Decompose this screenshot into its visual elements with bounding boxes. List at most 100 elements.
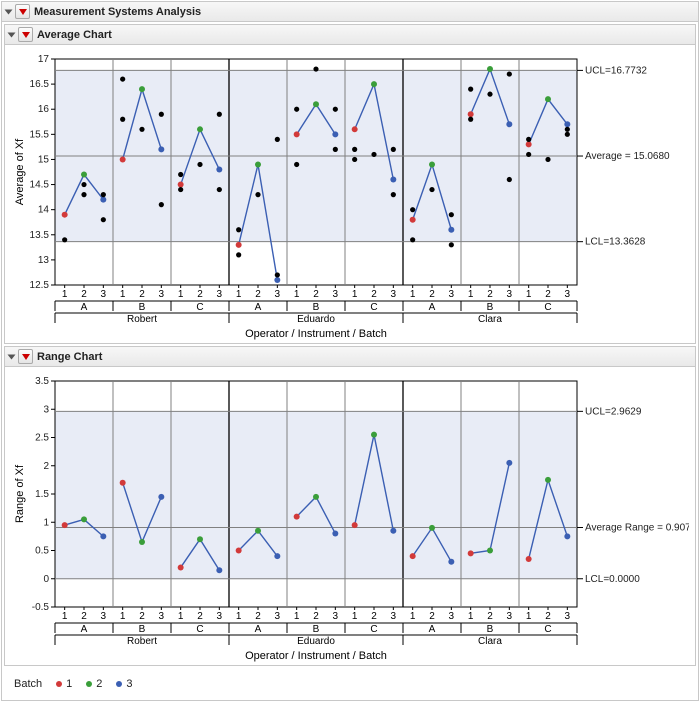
svg-text:1: 1 xyxy=(62,289,68,300)
legend-label: Batch xyxy=(14,678,42,690)
svg-text:3: 3 xyxy=(159,289,165,300)
svg-text:3: 3 xyxy=(101,611,107,622)
svg-text:3: 3 xyxy=(391,611,397,622)
svg-text:Average Range = 0.9070: Average Range = 0.9070 xyxy=(585,523,689,534)
msa-panel: Measurement Systems Analysis Average Cha… xyxy=(1,1,699,701)
svg-text:2: 2 xyxy=(139,289,145,300)
svg-text:C: C xyxy=(370,302,377,313)
svg-text:3: 3 xyxy=(275,611,281,622)
svg-text:Average = 15.0680: Average = 15.0680 xyxy=(585,151,670,162)
svg-text:B: B xyxy=(139,302,146,313)
svg-text:LCL=13.3628: LCL=13.3628 xyxy=(585,237,646,248)
legend-item: 2 xyxy=(86,678,102,690)
svg-text:2: 2 xyxy=(255,289,261,300)
legend-item: 3 xyxy=(116,678,132,690)
menu-icon[interactable] xyxy=(18,349,33,364)
svg-text:3: 3 xyxy=(333,611,339,622)
svg-text:Operator / Instrument / Batch: Operator / Instrument / Batch xyxy=(245,328,387,340)
svg-text:2: 2 xyxy=(429,611,435,622)
menu-icon[interactable] xyxy=(15,4,30,19)
svg-text:B: B xyxy=(313,624,320,635)
svg-text:2: 2 xyxy=(487,289,493,300)
svg-text:2: 2 xyxy=(197,611,203,622)
svg-text:1: 1 xyxy=(43,517,49,528)
svg-text:Robert: Robert xyxy=(127,636,157,647)
svg-text:Eduardo: Eduardo xyxy=(297,636,335,647)
svg-text:2: 2 xyxy=(81,289,87,300)
legend: Batch 1 2 3 xyxy=(2,668,698,700)
svg-text:2: 2 xyxy=(139,611,145,622)
svg-text:3: 3 xyxy=(101,289,107,300)
svg-text:1: 1 xyxy=(468,289,474,300)
svg-text:3: 3 xyxy=(507,289,513,300)
svg-text:13.5: 13.5 xyxy=(30,230,50,241)
svg-text:1: 1 xyxy=(352,289,358,300)
svg-text:Range of Xf: Range of Xf xyxy=(14,464,26,523)
svg-text:A: A xyxy=(429,302,436,313)
svg-text:2: 2 xyxy=(429,289,435,300)
svg-text:Eduardo: Eduardo xyxy=(297,314,335,325)
disclosure-icon xyxy=(8,32,16,37)
svg-text:3: 3 xyxy=(565,611,571,622)
range-chart-header[interactable]: Range Chart xyxy=(5,347,695,367)
svg-text:1: 1 xyxy=(526,611,532,622)
svg-text:14.5: 14.5 xyxy=(30,180,50,191)
svg-text:C: C xyxy=(544,302,551,313)
svg-text:3: 3 xyxy=(565,289,571,300)
svg-text:C: C xyxy=(196,624,203,635)
average-chart-panel: Average Chart 12.51313.51414.51515.51616… xyxy=(4,24,696,344)
svg-text:2: 2 xyxy=(255,611,261,622)
svg-text:LCL=0.0000: LCL=0.0000 xyxy=(585,574,640,585)
disclosure-icon xyxy=(5,9,13,14)
range-chart-panel: Range Chart -0.500.511.522.533.5Range of… xyxy=(4,346,696,666)
svg-text:1: 1 xyxy=(120,611,126,622)
menu-icon[interactable] xyxy=(18,27,33,42)
svg-text:2: 2 xyxy=(545,289,551,300)
svg-text:1: 1 xyxy=(294,611,300,622)
svg-text:1: 1 xyxy=(410,289,416,300)
svg-text:0.5: 0.5 xyxy=(35,546,49,557)
svg-text:C: C xyxy=(544,624,551,635)
svg-text:2: 2 xyxy=(313,289,319,300)
svg-text:14: 14 xyxy=(38,205,50,216)
average-chart-title: Average Chart xyxy=(37,29,112,41)
svg-text:1: 1 xyxy=(62,611,68,622)
svg-text:C: C xyxy=(370,624,377,635)
svg-text:3.5: 3.5 xyxy=(35,376,49,387)
svg-text:UCL=2.9629: UCL=2.9629 xyxy=(585,406,642,417)
svg-text:2: 2 xyxy=(371,289,377,300)
svg-text:-0.5: -0.5 xyxy=(32,602,50,613)
msa-header[interactable]: Measurement Systems Analysis xyxy=(2,2,698,22)
svg-text:A: A xyxy=(255,302,262,313)
svg-text:1: 1 xyxy=(352,611,358,622)
range-chart: -0.500.511.522.533.5Range of XfUCL=2.962… xyxy=(5,367,695,665)
svg-text:Clara: Clara xyxy=(478,314,502,325)
svg-text:B: B xyxy=(487,624,494,635)
svg-text:1: 1 xyxy=(468,611,474,622)
svg-text:2: 2 xyxy=(487,611,493,622)
svg-text:16.5: 16.5 xyxy=(30,79,50,90)
svg-text:3: 3 xyxy=(275,289,281,300)
svg-text:A: A xyxy=(429,624,436,635)
svg-text:2.5: 2.5 xyxy=(35,433,49,444)
svg-text:3: 3 xyxy=(507,611,513,622)
svg-text:Operator / Instrument / Batch: Operator / Instrument / Batch xyxy=(245,650,387,662)
svg-text:B: B xyxy=(139,624,146,635)
svg-text:A: A xyxy=(81,624,88,635)
svg-text:A: A xyxy=(255,624,262,635)
svg-text:0: 0 xyxy=(43,574,49,585)
svg-text:3: 3 xyxy=(391,289,397,300)
svg-text:3: 3 xyxy=(449,289,455,300)
svg-text:2: 2 xyxy=(197,289,203,300)
svg-text:16: 16 xyxy=(38,104,50,115)
svg-text:12.5: 12.5 xyxy=(30,280,50,291)
svg-text:17: 17 xyxy=(38,54,50,65)
svg-text:C: C xyxy=(196,302,203,313)
svg-text:15: 15 xyxy=(38,154,50,165)
svg-text:2: 2 xyxy=(545,611,551,622)
average-chart-header[interactable]: Average Chart xyxy=(5,25,695,45)
svg-text:1: 1 xyxy=(178,289,184,300)
legend-item: 1 xyxy=(56,678,72,690)
range-chart-title: Range Chart xyxy=(37,351,102,363)
svg-text:13: 13 xyxy=(38,255,50,266)
